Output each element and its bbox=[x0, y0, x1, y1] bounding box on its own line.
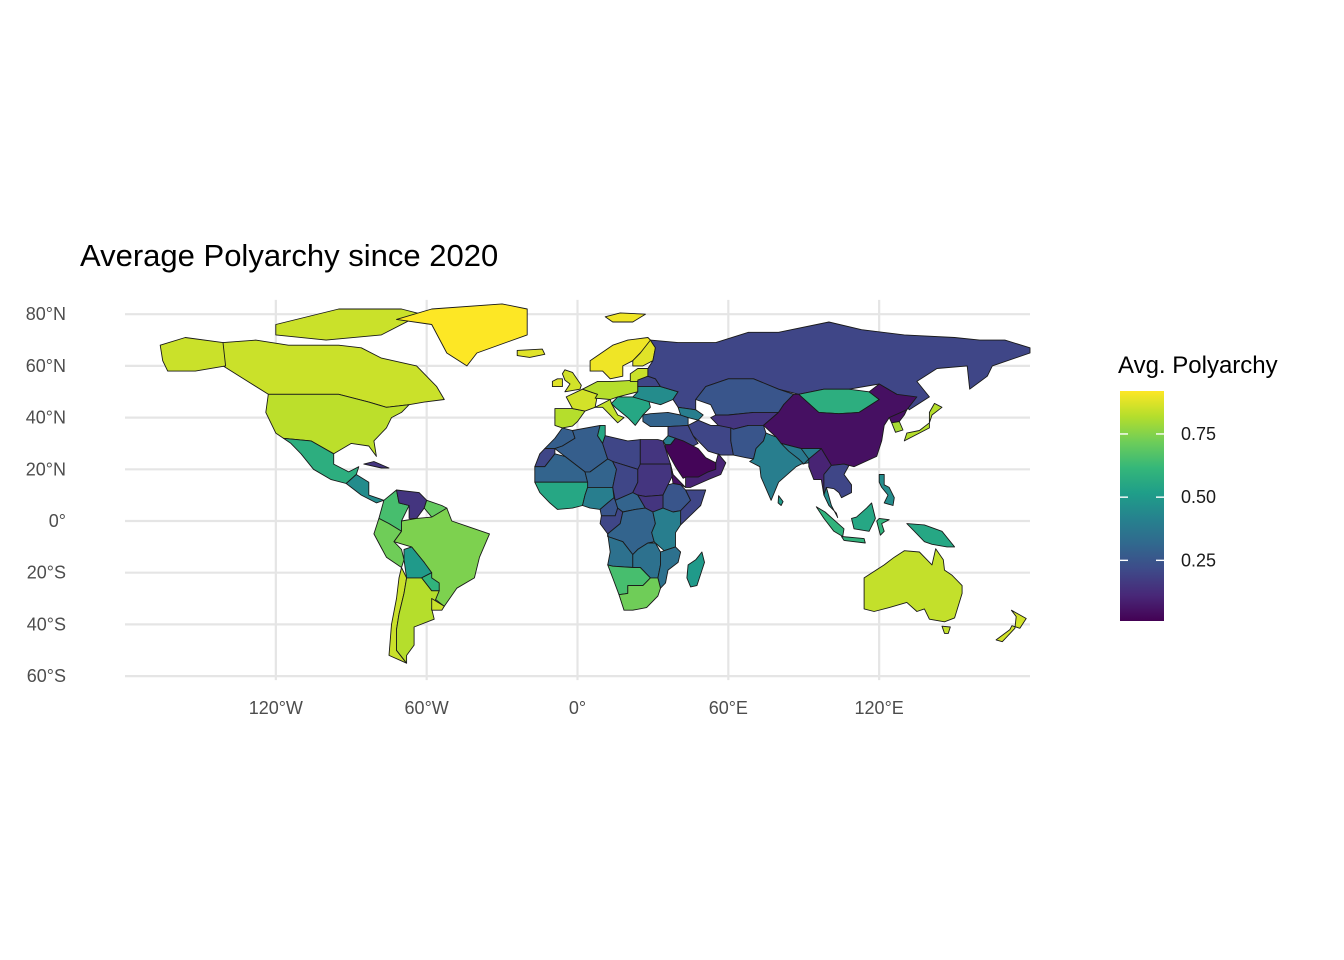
region-south-korea bbox=[891, 421, 904, 433]
region-greenland bbox=[396, 303, 528, 367]
region-south-africa bbox=[618, 577, 661, 611]
region-madagascar bbox=[686, 551, 705, 588]
region-iceland bbox=[516, 348, 546, 358]
region-new-zealand bbox=[995, 609, 1027, 643]
region-turkey bbox=[642, 411, 689, 428]
region-russia bbox=[647, 321, 1031, 411]
legend: Avg. Polyarchy 0.25 0.50 0.75 bbox=[1118, 352, 1278, 621]
region-uruguay bbox=[431, 598, 445, 611]
region-philippines bbox=[878, 474, 895, 506]
chart-title: Average Polyarchy since 2020 bbox=[80, 238, 498, 273]
region-java bbox=[841, 536, 866, 544]
region-ecuador-and-peru bbox=[373, 517, 405, 568]
region-tasmania bbox=[941, 625, 951, 634]
region-central-europe bbox=[582, 379, 639, 400]
legend-title: Avg. Polyarchy bbox=[1118, 352, 1278, 379]
region-balkans bbox=[610, 396, 651, 426]
region-sri-lanka bbox=[777, 495, 784, 506]
region-argentina bbox=[396, 577, 440, 664]
y-tick-label: 20°N bbox=[26, 459, 66, 479]
region-west-africa-coast bbox=[534, 481, 589, 510]
region-svalbard bbox=[604, 312, 646, 323]
y-tick-label: 80°N bbox=[26, 304, 66, 324]
region-united-kingdom bbox=[561, 369, 582, 393]
region-borneo bbox=[851, 502, 876, 532]
country-shapes bbox=[159, 303, 1031, 664]
region-sulawesi bbox=[876, 517, 890, 536]
region-gulf-states-and-yemen bbox=[685, 453, 727, 488]
legend-break-label: 0.75 bbox=[1181, 424, 1216, 444]
legend-colorbar bbox=[1120, 391, 1164, 621]
legend-break-label: 0.50 bbox=[1181, 487, 1216, 507]
region-india bbox=[749, 432, 822, 501]
region-japan bbox=[903, 402, 943, 442]
y-tick-label: 40°S bbox=[27, 614, 66, 634]
region-united-states bbox=[265, 393, 410, 457]
region-canadian-arctic-islands bbox=[275, 308, 423, 341]
region-bangladesh-and-nepal bbox=[780, 442, 810, 465]
y-tick-label: 20°S bbox=[27, 563, 66, 583]
x-tick-label: 60°E bbox=[709, 698, 748, 718]
axis-labels: 120°W 60°W 0° 60°E 120°E 80°N 60°N 40°N 20°N 0° 20… bbox=[26, 304, 904, 718]
x-tick-label: 120°E bbox=[855, 698, 904, 718]
x-tick-label: 60°W bbox=[405, 698, 449, 718]
x-tick-label: 0° bbox=[569, 698, 586, 718]
region-mozambique bbox=[657, 546, 682, 589]
region-central-america bbox=[345, 474, 385, 504]
region-eritrea bbox=[670, 463, 687, 488]
region-north-korea bbox=[888, 409, 908, 424]
legend-break-label: 0.25 bbox=[1181, 550, 1216, 570]
region-malay-peninsula bbox=[823, 486, 839, 519]
region-ireland bbox=[551, 378, 563, 388]
region-australia bbox=[863, 548, 963, 623]
y-tick-label: 60°N bbox=[26, 356, 66, 376]
region-new-guinea bbox=[906, 523, 956, 548]
y-tick-label: 40°N bbox=[26, 408, 66, 428]
x-tick-label: 120°W bbox=[249, 698, 303, 718]
region-cuba bbox=[363, 461, 390, 469]
region-italy bbox=[594, 399, 625, 424]
y-tick-label: 60°S bbox=[27, 666, 66, 686]
region-alaska bbox=[159, 337, 227, 372]
y-tick-label: 0° bbox=[49, 511, 66, 531]
